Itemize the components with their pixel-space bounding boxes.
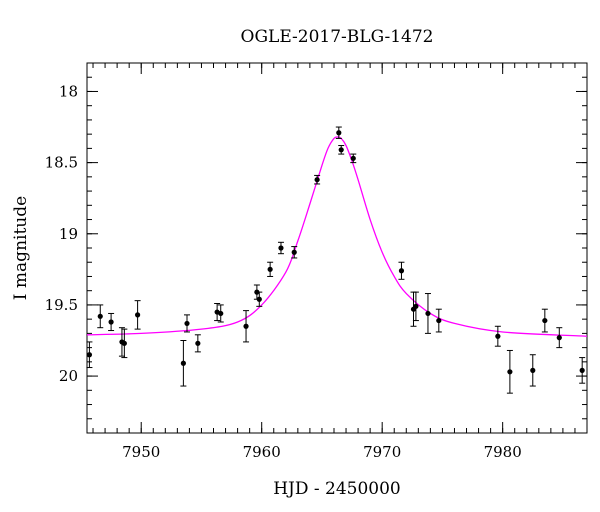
data-marker [180,360,186,366]
data-marker [530,367,536,373]
data-point [435,308,442,333]
model-curve [86,136,588,337]
data-marker [556,335,562,341]
data-point [97,304,104,329]
data-marker [86,352,93,358]
data-point [194,334,201,353]
x-tick-label: 7950 [122,443,160,461]
data-marker [195,340,201,346]
y-tick-label: 18 [59,82,78,100]
data-marker [338,147,344,153]
data-marker [278,245,284,251]
data-marker [413,303,419,309]
data-point [398,261,405,280]
data-marker [184,320,190,327]
data-marker [218,310,224,317]
plot-frame [86,62,588,434]
data-point [108,312,115,332]
axis-ticks [87,62,588,434]
data-point [338,145,345,155]
data-point [412,291,419,322]
data-marker [291,249,297,255]
y-tick-label: 20 [59,367,78,385]
data-marker [425,310,431,317]
data-point [121,328,128,359]
x-tick-label: 7980 [484,443,522,461]
data-marker [436,317,442,324]
data-point [350,153,357,164]
data-marker [314,177,320,183]
data-marker [542,317,548,324]
y-tick-label: 18.5 [45,154,78,172]
data-point [506,349,513,394]
data-marker [336,130,342,136]
data-point [277,241,284,255]
data-point [217,304,224,323]
data-marker [243,323,249,329]
data-point [424,293,431,334]
data-point [256,291,263,307]
data-point [134,300,141,330]
data-point [541,308,548,333]
data-marker [495,333,501,339]
data-point [335,126,342,139]
x-tick-label: 7970 [363,443,401,461]
data-point [556,327,563,349]
data-marker [121,340,127,346]
data-point [579,357,586,384]
data-point [267,261,274,277]
data-marker [579,367,585,373]
data-marker [507,369,513,375]
data-point [314,174,321,185]
data-points-layer [86,126,586,394]
data-point [291,246,298,259]
data-marker [256,296,262,302]
axis-tick-labels: 7950 7960 7970 7980 18 18.5 19 19.5 20 [45,82,522,461]
data-point [494,325,501,347]
data-point [180,340,187,387]
data-point [243,310,250,343]
data-point [86,341,93,369]
y-axis-label: I magnitude [11,196,31,300]
data-marker [108,319,114,325]
x-tick-label: 7960 [243,443,281,461]
data-point [529,354,536,387]
data-marker [97,313,103,319]
model-curve-layer [86,136,588,337]
data-point [184,314,190,333]
y-tick-label: 19.5 [45,296,78,314]
data-marker [135,312,141,318]
data-point [118,327,125,357]
y-tick-label: 19 [59,225,78,243]
data-marker [398,268,405,274]
data-marker [350,155,356,161]
data-marker [267,266,273,272]
chart-title: OGLE-2017-BLG-1472 [241,27,434,47]
x-axis-label: HJD - 2450000 [273,479,401,499]
